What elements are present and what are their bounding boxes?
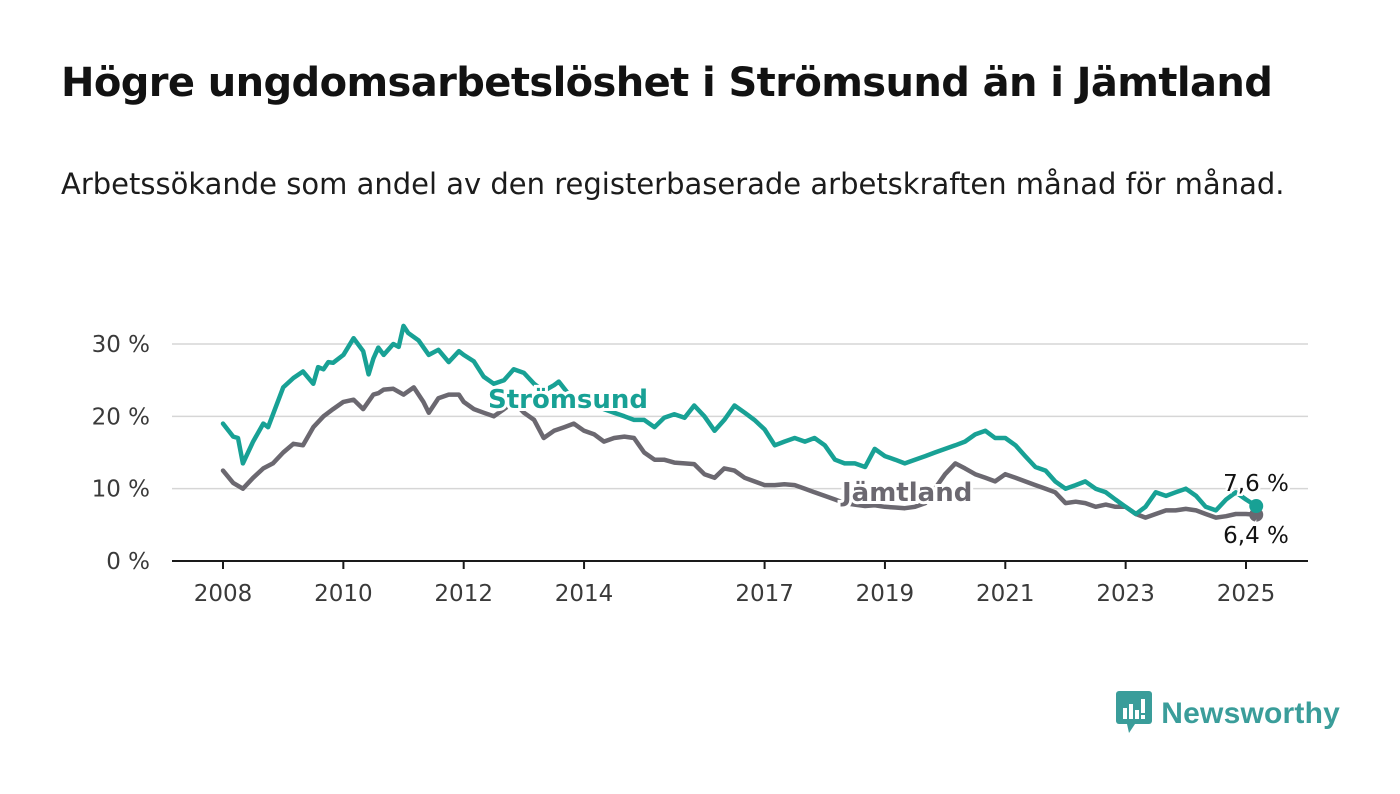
stromsund-end-label: 7,6 %: [1223, 471, 1289, 497]
y-tick-label: 30 %: [92, 332, 150, 358]
x-tick-label: 2017: [735, 581, 794, 607]
y-tick-label: 10 %: [92, 477, 150, 503]
newsworthy-logo-text: Newsworthy: [1161, 697, 1340, 730]
x-axis-ticks: 2008 2010 2012 2014 2017 2019 2021 2023 2025: [194, 561, 1276, 607]
x-tick-label: 2010: [314, 581, 373, 607]
x-tick-label: 2008: [194, 581, 253, 607]
series-labels: Strömsund Jämtland 7,6 % 6,4 %: [485, 382, 1291, 552]
chart-subtitle: Arbetssökande som andel av den registerb…: [61, 167, 1285, 201]
x-tick-label: 2023: [1096, 581, 1155, 607]
series-lines: [220, 323, 1264, 522]
x-tick-label: 2021: [976, 581, 1035, 607]
x-tick-label: 2012: [434, 581, 493, 607]
y-axis-ticks: 0 % 10 % 20 % 30 %: [92, 332, 150, 575]
newsworthy-logo[interactable]: Newsworthy: [1115, 690, 1340, 738]
newsworthy-logo-icon: [1115, 690, 1153, 738]
grid: [172, 343, 1308, 562]
x-tick-label: 2019: [856, 581, 915, 607]
y-tick-label: 0 %: [106, 549, 150, 575]
jamtland-series-label: Jämtland: [840, 478, 972, 508]
stromsund-series-label: Strömsund: [488, 385, 648, 415]
x-tick-label: 2025: [1217, 581, 1276, 607]
stromsund-end-point: [1249, 499, 1264, 514]
jamtland-line: [220, 385, 1259, 520]
y-tick-label: 20 %: [92, 404, 150, 430]
chart-title: Högre ungdomsarbetslöshet i Strömsund än…: [61, 60, 1273, 106]
jamtland-end-label: 6,4 %: [1223, 523, 1289, 549]
x-tick-label: 2014: [555, 581, 614, 607]
stromsund-line: [220, 323, 1259, 517]
